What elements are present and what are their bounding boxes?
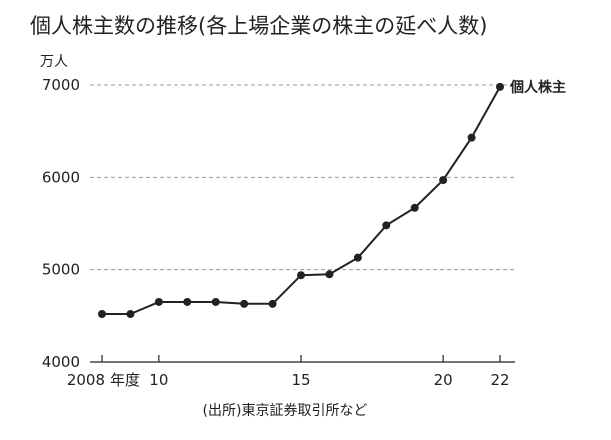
data-point-2013 — [240, 299, 249, 308]
axis-layer — [90, 355, 515, 363]
y-axis-unit-label: 万人 — [40, 54, 68, 70]
data-point-2015 — [297, 271, 305, 280]
series-label: 個人株主 — [509, 79, 566, 96]
series-layer: 個人株主 — [98, 79, 566, 318]
y-tick-labels: 4000 5000 6000 7000 — [42, 76, 80, 371]
source-note: (出所)東京証券取引所など — [203, 403, 368, 419]
data-point-2012 — [211, 297, 220, 306]
data-point-2010 — [154, 297, 163, 306]
data-point-2022 — [496, 82, 504, 91]
data-point-2011 — [183, 297, 192, 306]
series-line-0 — [102, 86, 501, 315]
data-point-2008 — [98, 309, 106, 318]
x-tick-label-22: 22 — [490, 371, 509, 389]
data-point-2017 — [353, 253, 362, 262]
data-point-2021 — [467, 133, 476, 142]
data-point-2019 — [410, 203, 419, 212]
grid-layer — [90, 84, 515, 271]
x-tick-label-2008: 2008 — [67, 371, 105, 389]
x-tick-label-20: 20 — [434, 371, 453, 389]
y-tick-label-6000: 6000 — [42, 168, 80, 186]
y-tick-label-5000: 5000 — [42, 261, 80, 279]
x-tick-label-15: 15 — [291, 371, 310, 389]
data-point-2014 — [268, 299, 277, 308]
data-point-2020 — [439, 176, 448, 185]
data-point-2016 — [325, 270, 334, 279]
data-point-2018 — [382, 221, 391, 230]
x-tick-label-10: 10 — [149, 371, 168, 389]
y-tick-label-4000: 4000 — [42, 353, 80, 371]
chart-title: 個人株主数の推移(各上場企業の株主の延べ人数) — [30, 14, 487, 38]
data-point-2009 — [126, 309, 135, 318]
y-tick-label-7000: 7000 — [42, 76, 80, 94]
x-tick-labels: 2008 10 15 20 22 — [67, 371, 510, 389]
x-axis-suffix-label: 年度 — [110, 371, 140, 389]
